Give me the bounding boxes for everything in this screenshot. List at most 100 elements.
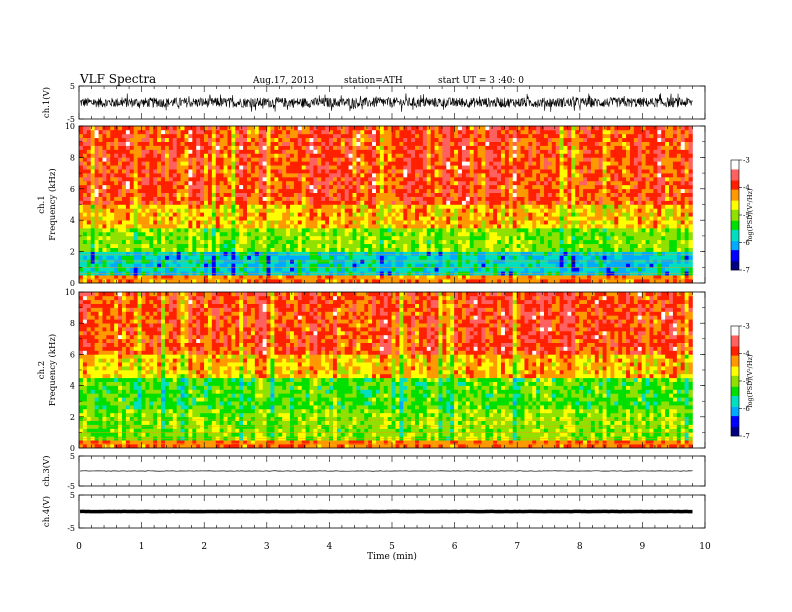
ch1-spectrogram-cell xyxy=(90,188,95,194)
ch1-spectrogram-cell xyxy=(426,184,431,190)
ch1-spectrogram-cell xyxy=(547,184,553,190)
ch1-spectrogram-cell xyxy=(489,216,494,221)
ch1-spectrogram-cell xyxy=(297,149,303,154)
ch1-spectrogram-cell xyxy=(200,177,205,182)
ch1-spectrogram-cell xyxy=(211,153,217,158)
ch1-spectrogram-cell xyxy=(297,255,303,260)
ch1-spectrogram-cell xyxy=(504,161,510,166)
ch1-spectrogram-cell xyxy=(309,231,314,237)
ch1-spectrogram-cell xyxy=(258,180,263,186)
ch1-spectrogram-cell xyxy=(520,204,525,209)
ch1-spectrogram-cell xyxy=(305,161,310,166)
ch1-spectrogram-cell xyxy=(82,259,88,264)
ch1-spectrogram-cell xyxy=(411,141,416,146)
ch1-spectrogram-cell xyxy=(391,177,396,182)
ch1-spectrogram-cell xyxy=(168,275,174,280)
ch1-spectrogram-cell xyxy=(102,184,107,190)
ch1-spectrogram-cell xyxy=(79,247,84,252)
ch1-spectrogram-cell xyxy=(547,133,553,139)
ch1-spectrogram-cell xyxy=(454,216,459,221)
ch1-spectrogram-cell xyxy=(313,157,318,162)
ch1-spectrogram-cell xyxy=(79,208,84,213)
ch1-spectrogram-cell xyxy=(270,216,275,221)
ch1-spectrogram-cell xyxy=(231,228,236,233)
ch1-spectrogram-cell xyxy=(164,137,170,142)
ch1-spectrogram-cell xyxy=(344,267,349,272)
ch1-spectrogram-cell xyxy=(200,216,205,221)
ch1-spectrogram-cell xyxy=(200,239,205,245)
ch1-spectrogram-cell xyxy=(200,228,205,233)
ch1-spectrogram-cell xyxy=(129,263,135,268)
ch1-spectrogram-cell xyxy=(164,192,170,197)
ch1-spectrogram-cell xyxy=(383,192,388,197)
ch1-spectrogram-cell xyxy=(332,129,338,135)
ch1-spectrogram-cell xyxy=(168,279,174,284)
ch1-spectrogram-cell xyxy=(231,243,236,248)
ch1-spectrogram-cell xyxy=(231,216,236,221)
ch1-spectrogram-cell xyxy=(121,169,127,174)
ch1-spectrogram-cell xyxy=(239,243,244,248)
ch1-spectrogram-cell xyxy=(399,251,404,256)
ch1-spectrogram-cell xyxy=(340,275,346,280)
ch1-spectrogram-cell xyxy=(188,251,193,256)
ch1-spectrogram-cell xyxy=(477,255,482,260)
ch1-spectrogram-cell xyxy=(551,145,557,150)
ch1-spectrogram-cell xyxy=(497,267,502,272)
ch1-spectrogram-cell xyxy=(356,220,361,225)
ch1-spectrogram-cell xyxy=(235,133,240,139)
ch1-spectrogram-cell xyxy=(461,228,467,233)
ch1-spectrogram-cell xyxy=(434,180,439,186)
ch1-spectrogram-cell xyxy=(137,157,142,162)
ch1-spectrogram-cell xyxy=(215,161,220,166)
ch1-spectrogram-cell xyxy=(461,243,467,248)
ch1-spectrogram-cell xyxy=(207,188,213,194)
ch1-spectrogram-cell xyxy=(391,173,396,178)
ch1-spectrogram-cell xyxy=(301,243,306,248)
ch1-spectrogram-cell xyxy=(192,228,197,233)
ch1-spectrogram-cell xyxy=(266,239,271,245)
ch1-spectrogram-cell xyxy=(133,180,138,186)
ch1-spectrogram-cell xyxy=(231,196,236,201)
ch1-spectrogram-cell xyxy=(204,133,209,139)
ch1-spectrogram-cell xyxy=(141,279,146,284)
ch1-spectrogram-cell xyxy=(141,169,146,174)
ch1-spectrogram-cell xyxy=(458,247,463,252)
ch1-spectrogram-cell xyxy=(106,169,111,174)
ch1-spectrogram-cell xyxy=(508,145,514,150)
ch1-spectrogram-cell xyxy=(129,133,135,139)
ch1-spectrogram-cell xyxy=(329,220,334,225)
ch1-spectrogram-cell xyxy=(469,161,474,166)
ch1-spectrogram-cell xyxy=(184,235,189,241)
ch1-spectrogram-cell xyxy=(418,224,424,229)
ch1-spectrogram-cell xyxy=(184,184,189,190)
ch1-spectrogram-cell xyxy=(86,251,92,256)
ch1-spectrogram-cell xyxy=(520,220,525,225)
ch1-spectrogram-cell xyxy=(172,145,177,150)
ch1-spectrogram-cell xyxy=(528,137,533,142)
ch1-spectrogram-cell xyxy=(508,212,514,217)
ch1-spectrogram-cell xyxy=(223,133,228,139)
ch1-spectrogram-cell xyxy=(227,228,232,233)
ch1-spectrogram-cell xyxy=(114,165,119,170)
ch1-spectrogram-cell xyxy=(172,129,177,135)
ch1-spectrogram-cell xyxy=(407,165,412,170)
ch1-spectrogram-cell xyxy=(235,129,240,135)
ch1-spectrogram-cell xyxy=(387,212,392,217)
ch1-spectrogram-cell xyxy=(188,243,193,248)
ch1-spectrogram-cell xyxy=(321,243,326,248)
ch1-spectrogram-cell xyxy=(301,212,306,217)
ch1-spectrogram-cell xyxy=(528,133,533,139)
ch1-spectrogram-cell xyxy=(153,177,158,182)
ch1-spectrogram-cell xyxy=(204,126,209,131)
ch1-spectrogram-cell xyxy=(184,161,189,166)
ch1-spectrogram-cell xyxy=(82,133,88,139)
ch1-spectrogram-cell xyxy=(211,184,217,190)
ch1-spectrogram-cell xyxy=(481,153,486,158)
ch1-spectrogram-cell xyxy=(129,157,135,162)
ch1-spectrogram-cell xyxy=(129,149,135,154)
ch1-spectrogram-cell xyxy=(543,173,549,178)
ch1-spectrogram-cell xyxy=(227,251,232,256)
ch1-spectrogram-cell xyxy=(356,204,361,209)
ch1-spectrogram-cell xyxy=(520,129,525,135)
ch1-spectrogram-cell xyxy=(415,157,420,162)
